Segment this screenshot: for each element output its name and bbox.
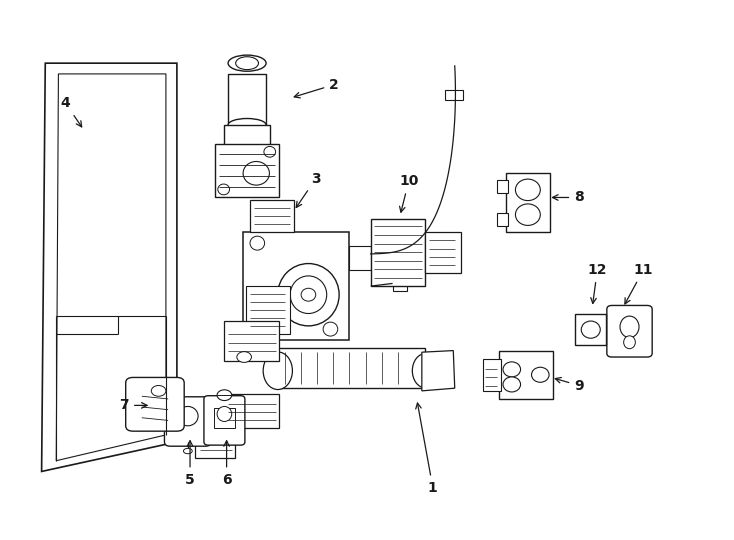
Text: 8: 8: [553, 191, 584, 205]
Ellipse shape: [228, 55, 266, 71]
Ellipse shape: [581, 321, 600, 338]
Ellipse shape: [178, 407, 198, 426]
Bar: [371, 219, 426, 286]
Text: 2: 2: [294, 78, 339, 98]
Ellipse shape: [151, 386, 166, 396]
Text: 4: 4: [61, 97, 81, 127]
Ellipse shape: [184, 448, 192, 454]
Bar: [275, 348, 426, 388]
Polygon shape: [422, 350, 455, 391]
Bar: [228, 74, 266, 125]
Bar: [225, 321, 279, 361]
Text: 12: 12: [588, 263, 607, 303]
Ellipse shape: [264, 146, 275, 157]
Bar: [393, 275, 407, 292]
Bar: [195, 426, 236, 458]
Ellipse shape: [228, 118, 266, 131]
Ellipse shape: [277, 264, 339, 326]
Text: 11: 11: [625, 263, 653, 304]
Text: 10: 10: [399, 174, 418, 212]
Bar: [214, 408, 235, 428]
Text: 5: 5: [185, 441, 195, 487]
FancyBboxPatch shape: [204, 396, 245, 445]
Polygon shape: [57, 74, 166, 461]
Bar: [250, 200, 294, 232]
Bar: [497, 213, 508, 226]
Bar: [349, 246, 371, 270]
Bar: [247, 286, 290, 334]
Ellipse shape: [531, 367, 549, 382]
Ellipse shape: [503, 362, 520, 377]
Bar: [243, 232, 349, 340]
Ellipse shape: [250, 236, 265, 250]
Bar: [497, 180, 508, 193]
Ellipse shape: [515, 179, 540, 200]
Bar: [506, 173, 550, 232]
Ellipse shape: [503, 377, 520, 392]
Text: 9: 9: [556, 377, 584, 393]
Bar: [215, 144, 278, 198]
FancyBboxPatch shape: [607, 306, 653, 357]
Ellipse shape: [515, 204, 540, 225]
Bar: [445, 90, 463, 100]
Ellipse shape: [323, 322, 338, 336]
Bar: [426, 232, 461, 273]
Text: 6: 6: [222, 441, 231, 487]
Ellipse shape: [264, 352, 292, 389]
Ellipse shape: [217, 390, 232, 401]
Ellipse shape: [236, 57, 258, 70]
Ellipse shape: [620, 316, 639, 338]
Ellipse shape: [301, 288, 316, 301]
Polygon shape: [42, 63, 177, 471]
Ellipse shape: [624, 336, 636, 349]
Bar: [575, 314, 606, 345]
Ellipse shape: [217, 407, 232, 422]
Bar: [225, 125, 270, 145]
Bar: [482, 359, 501, 391]
Ellipse shape: [413, 354, 439, 388]
Bar: [498, 350, 553, 399]
FancyBboxPatch shape: [126, 377, 184, 431]
Ellipse shape: [290, 276, 327, 314]
Ellipse shape: [243, 161, 269, 185]
Text: 7: 7: [120, 399, 147, 413]
Ellipse shape: [218, 184, 230, 195]
Text: 3: 3: [297, 172, 321, 207]
Bar: [225, 394, 279, 428]
Ellipse shape: [237, 352, 252, 362]
FancyBboxPatch shape: [164, 397, 211, 446]
Text: 1: 1: [415, 403, 437, 495]
